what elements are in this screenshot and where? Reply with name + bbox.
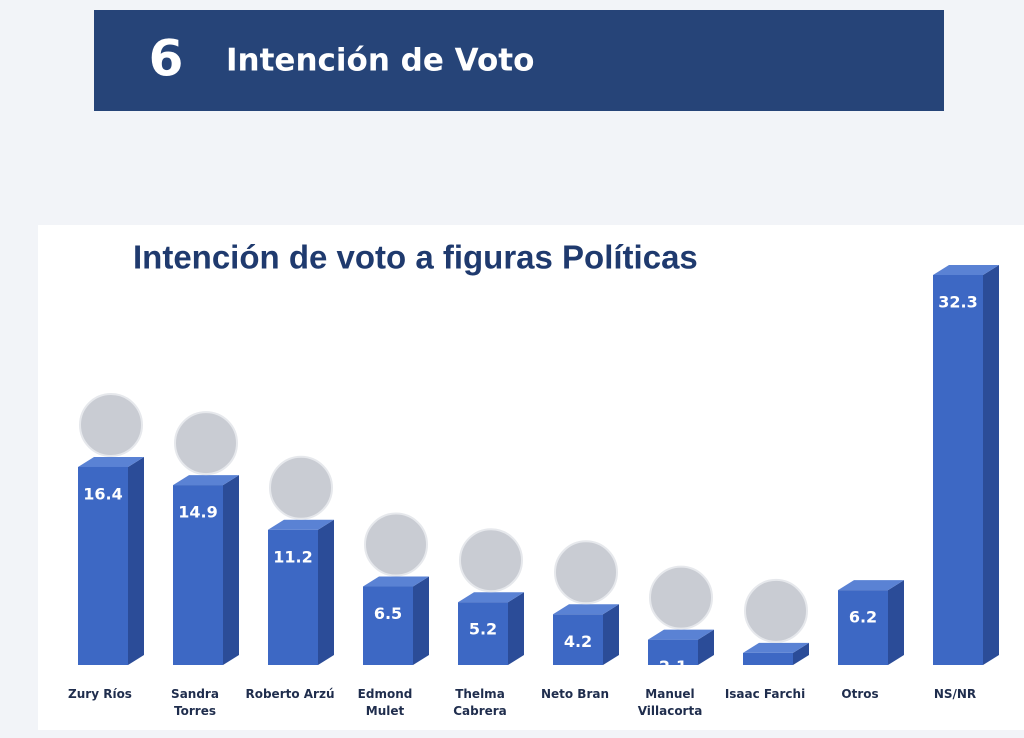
photo [174,411,238,476]
photo [649,565,713,630]
bar-top [78,456,144,467]
value-label: 4.2 [564,632,592,651]
bar-top [458,592,524,603]
bar [648,639,698,665]
x-tick-label: Zury Ríos [68,687,132,701]
bar-top [838,580,904,591]
bar [173,485,223,665]
bar [458,602,508,665]
bar-side [603,604,619,665]
photo [364,512,428,577]
chart-title: Intención de voto a figuras Políticas [133,239,698,276]
value-label: 32.3 [938,293,977,312]
x-tick-label: Thelma Cabrera [453,687,507,718]
value-label: 14.9 [178,503,217,522]
photo [744,578,808,643]
bar-top [743,642,809,653]
bar-side [223,475,239,665]
bar-side [983,265,999,665]
value-label: 1.0 [754,670,782,689]
x-tick-label: NS/NR [933,687,977,701]
value-label: 16.4 [83,484,122,503]
x-tick-label: Sandra Torres [171,687,219,718]
x-tick-label: Roberto Arzú [245,687,335,701]
bar-top [553,604,619,615]
header-title: Intención de Voto [226,43,534,79]
header-banner [94,10,944,111]
bar-side [318,519,334,665]
value-label: 5.2 [469,620,497,639]
photo [79,392,143,457]
x-tick-label: Neto Bran [540,687,610,701]
bar [838,590,888,665]
bar-top [173,475,239,486]
bar-side [413,576,429,665]
bar-top [268,519,334,530]
bar-top [648,629,714,640]
x-tick-label: Edmond Mulet [357,687,413,718]
value-label: 2.1 [659,657,687,676]
photo [554,540,618,605]
value-label: 11.2 [273,547,312,566]
value-label: 6.5 [374,604,402,623]
header-number: 6 [149,30,184,88]
bar-side [698,629,714,665]
photo [459,528,523,593]
bar [363,586,413,665]
bar-side [128,456,144,665]
x-tick-label: Otros [841,687,879,701]
x-tick-label: Isaac Farchi [724,687,806,701]
photo [269,455,333,520]
bar [268,529,318,665]
value-label: 6.2 [849,608,877,627]
bar-top [363,576,429,587]
bar [78,466,128,665]
bar-top [933,265,999,275]
bar [743,652,793,665]
bar [553,614,603,665]
bar-side [888,580,904,665]
x-tick-label: Manuel Villacorta [637,687,703,718]
bar-side [508,592,524,665]
bar-side [793,642,809,665]
bar [933,275,983,665]
